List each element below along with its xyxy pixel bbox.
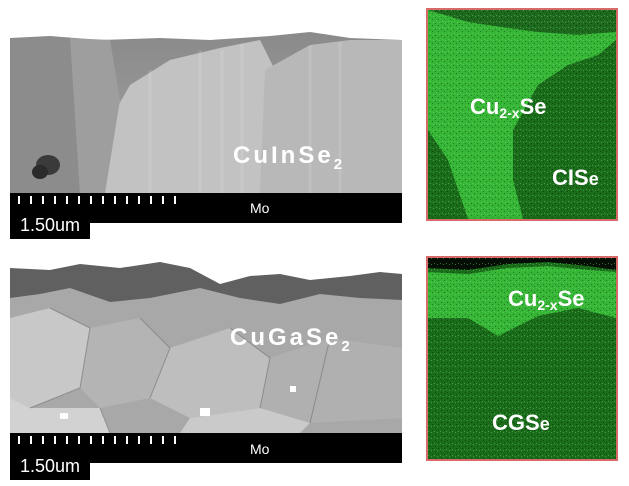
substrate-label-top: Mo bbox=[250, 200, 270, 216]
sem-image-top: CuInSe2 Mo bbox=[10, 10, 402, 223]
material-label-top: CuInSe2 bbox=[233, 142, 343, 173]
eds-map-top: Cu2-xSe CISe bbox=[426, 8, 618, 221]
material-label-bottom: CuGaSe2 bbox=[230, 324, 350, 355]
eds-map-image-bottom bbox=[428, 258, 616, 459]
phase-label-cise-top: CISe bbox=[552, 165, 599, 190]
sem-micrograph-bottom bbox=[10, 258, 402, 463]
sem-image-bottom: CuGaSe2 Mo bbox=[10, 258, 402, 463]
eds-map-image-top bbox=[428, 10, 616, 219]
scale-ticks-top bbox=[18, 196, 178, 204]
substrate-label-bottom: Mo bbox=[250, 441, 270, 457]
eds-map-bottom: Cu2-xSe CGSe bbox=[426, 256, 618, 461]
phase-label-cgse-bottom: CGSe bbox=[492, 410, 550, 435]
sem-micrograph-top bbox=[10, 10, 402, 223]
scale-bar-top: 1.50um bbox=[10, 211, 91, 239]
scale-ticks-bottom bbox=[18, 436, 178, 444]
scale-bar-bottom: 1.50um bbox=[10, 452, 91, 480]
phase-label-cu2xse-bottom: Cu2-xSe bbox=[508, 286, 585, 313]
phase-label-cu2xse-top: Cu2-xSe bbox=[470, 94, 547, 121]
